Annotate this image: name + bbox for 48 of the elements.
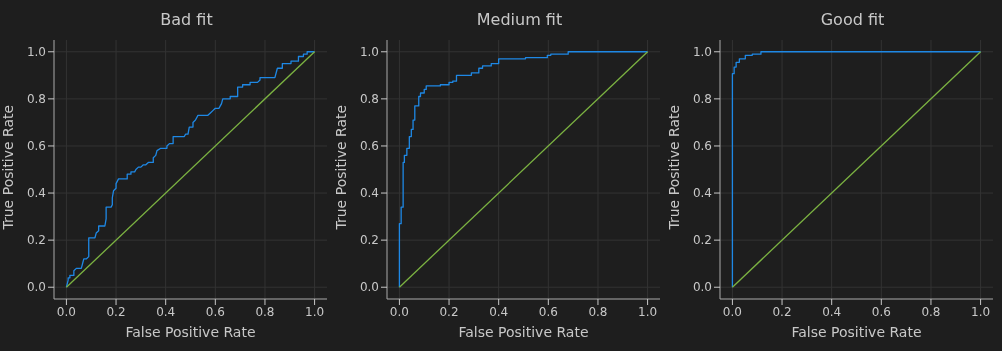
y-tick-label: 0.2 [692, 233, 712, 248]
x-tick-label: 0.8 [921, 304, 941, 319]
y-axis-title: True Positive Rate [665, 104, 682, 231]
y-tick-label: 0.4 [26, 186, 46, 201]
line-series [398, 51, 649, 288]
x-tick-label: 0.4 [489, 304, 509, 319]
y-tick-label: 0.4 [692, 186, 712, 201]
y-tick-label: 0.0 [359, 280, 379, 295]
x-tick-label: 0.0 [389, 304, 409, 319]
chart-title: Good fit [819, 9, 886, 31]
y-axis-title: True Positive Rate [0, 104, 16, 231]
y-tick-label: 0.0 [692, 280, 712, 295]
chart-title: Medium fit [475, 9, 564, 31]
y-tick-label: 0.2 [359, 233, 379, 248]
y-tick-label: 0.6 [359, 139, 379, 154]
x-axis-title: False Positive Rate [791, 324, 922, 340]
y-tick-label: 1.0 [26, 45, 46, 60]
y-tick-label: 0.4 [359, 186, 379, 201]
x-axis-title: False Positive Rate [458, 324, 589, 340]
x-tick-label: 0.0 [722, 304, 742, 319]
x-tick-label: 1.0 [638, 304, 658, 319]
y-tick-label: 1.0 [359, 45, 379, 60]
y-tick-label: 0.0 [26, 280, 46, 295]
y-tick-label: 0.8 [359, 92, 379, 107]
x-tick-label: 0.8 [588, 304, 608, 319]
x-tick-label: 0.2 [106, 304, 126, 319]
x-tick-label: 0.6 [871, 304, 891, 319]
y-tick-label: 0.2 [26, 233, 46, 248]
y-tick-label: 0.6 [26, 139, 46, 154]
y-tick-label: 0.6 [692, 139, 712, 154]
chart-title: Bad fit [159, 9, 214, 31]
x-tick-label: 0.4 [156, 304, 176, 319]
x-tick-label: 0.2 [772, 304, 792, 319]
x-tick-label: 1.0 [305, 304, 325, 319]
x-tick-label: 1.0 [971, 304, 991, 319]
y-axis-title: True Positive Rate [332, 104, 349, 231]
y-tick-label: 1.0 [692, 45, 712, 60]
x-tick-label: 0.6 [538, 304, 558, 319]
x-tick-label: 0.8 [255, 304, 275, 319]
y-tick-label: 0.8 [26, 92, 46, 107]
x-axis-title: False Positive Rate [125, 324, 256, 340]
x-tick-label: 0.4 [822, 304, 842, 319]
y-tick-label: 0.8 [692, 92, 712, 107]
line-series [65, 51, 316, 288]
x-tick-label: 0.2 [439, 304, 459, 319]
x-tick-label: 0.6 [205, 304, 225, 319]
line-series [731, 51, 982, 288]
x-tick-label: 0.0 [56, 304, 76, 319]
